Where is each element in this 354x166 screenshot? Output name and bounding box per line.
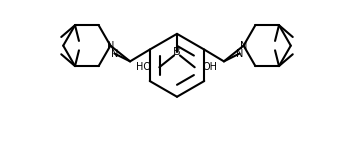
Text: N: N	[111, 48, 118, 58]
Text: N: N	[236, 48, 243, 58]
Text: HO: HO	[136, 62, 152, 72]
Text: N: N	[107, 41, 114, 51]
Text: B: B	[173, 46, 181, 57]
Text: N: N	[240, 41, 247, 51]
Text: OH: OH	[202, 62, 218, 72]
